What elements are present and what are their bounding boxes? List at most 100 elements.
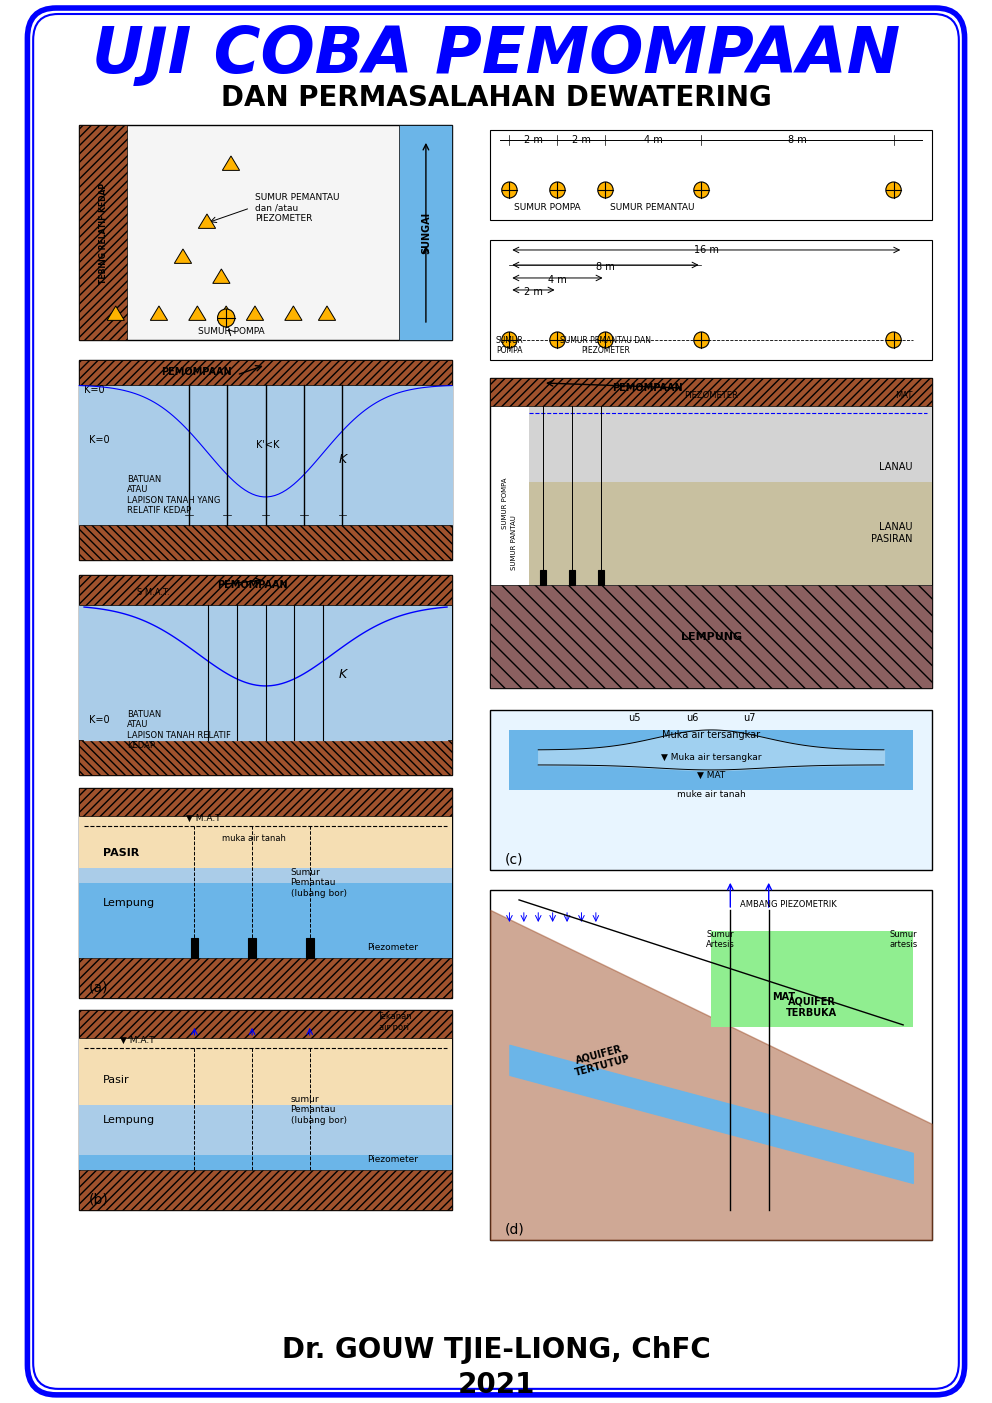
Bar [79, 739, 451, 774]
Text: Tekanan
air pori: Tekanan air pori [377, 1012, 412, 1031]
Bar [569, 570, 574, 585]
Polygon shape [222, 156, 240, 170]
Bar [490, 377, 931, 405]
Text: Lempung: Lempung [103, 898, 156, 908]
Text: SUMUR POMPA: SUMUR POMPA [514, 203, 581, 212]
Bar [306, 939, 313, 958]
Bar [79, 788, 451, 817]
Text: Sumur
artesis: Sumur artesis [889, 930, 918, 950]
Text: BATUAN
ATAU
LAPISON TANAH RELATIF
KEDAP: BATUAN ATAU LAPISON TANAH RELATIF KEDAP [127, 710, 231, 751]
Circle shape [550, 333, 565, 348]
Text: PIEZOMETER: PIEZOMETER [684, 391, 738, 400]
Text: K=0: K=0 [84, 384, 105, 396]
Text: K: K [338, 453, 346, 466]
Text: 2 m: 2 m [572, 135, 591, 145]
Text: AQUIFER
TERBUKA: AQUIFER TERBUKA [787, 996, 837, 1017]
Bar [79, 384, 451, 525]
Bar [79, 1010, 451, 1038]
Bar [79, 882, 451, 958]
Text: 2021: 2021 [457, 1371, 535, 1399]
Circle shape [886, 182, 901, 198]
Text: LANAU
PASIRAN: LANAU PASIRAN [871, 522, 913, 544]
Circle shape [693, 182, 709, 198]
Text: K: K [338, 668, 346, 682]
Bar [248, 939, 256, 958]
Polygon shape [212, 269, 230, 283]
Text: 8 m: 8 m [788, 135, 806, 145]
Text: (d): (d) [505, 1223, 525, 1237]
Text: Piezometer: Piezometer [367, 1156, 419, 1164]
Text: AMBANG PIEZOMETRIK: AMBANG PIEZOMETRIK [740, 901, 836, 909]
Bar [79, 1106, 451, 1155]
Text: 4 m: 4 m [644, 135, 663, 145]
Text: SUMUR PEMANTAU DAN
PIEZOMETER: SUMUR PEMANTAU DAN PIEZOMETER [559, 335, 651, 355]
Text: muka air tanah: muka air tanah [222, 833, 287, 843]
Circle shape [598, 333, 613, 348]
Text: MAT: MAT [896, 391, 913, 400]
Bar [79, 575, 451, 605]
Polygon shape [285, 306, 302, 320]
Text: Sumur
Pemantau
(lubang bor): Sumur Pemantau (lubang bor) [291, 868, 346, 898]
Text: TEBING RELATIF KEDAP: TEBING RELATIF KEDAP [99, 182, 108, 283]
Bar [79, 788, 451, 998]
Bar [79, 958, 451, 998]
Polygon shape [175, 248, 191, 264]
Text: UJI COBA PEMOMPAAN: UJI COBA PEMOMPAAN [92, 24, 900, 86]
Text: Piezometer: Piezometer [367, 943, 419, 953]
Text: sumur
Pemantau
(lubang bor): sumur Pemantau (lubang bor) [291, 1094, 346, 1125]
Bar [79, 361, 451, 384]
Text: Pasir: Pasir [103, 1075, 130, 1085]
Circle shape [550, 182, 565, 198]
Text: K=0: K=0 [89, 435, 109, 445]
Text: (a): (a) [89, 981, 108, 995]
Text: SUMUR POMPA: SUMUR POMPA [502, 477, 508, 529]
Polygon shape [217, 306, 235, 320]
Text: SUMUR PANTAU: SUMUR PANTAU [511, 515, 517, 571]
Text: ▼ Muka air tersangkar: ▼ Muka air tersangkar [661, 753, 761, 762]
Text: Lempung: Lempung [103, 1115, 156, 1125]
Circle shape [693, 333, 709, 348]
Circle shape [217, 309, 235, 327]
Circle shape [502, 182, 517, 198]
Text: AQUIFER
TERTUTUP: AQUIFER TERTUTUP [570, 1042, 631, 1078]
Text: MAT: MAT [773, 992, 796, 1002]
Text: SUMUR POMPA: SUMUR POMPA [197, 327, 264, 337]
Text: Sumur
Artesis: Sumur Artesis [706, 930, 735, 950]
Text: K=0: K=0 [89, 716, 109, 725]
Text: S M.A.T.: S M.A.T. [137, 588, 170, 598]
Text: K'<K: K'<K [256, 441, 280, 450]
Text: ▼ M.A.T: ▼ M.A.T [120, 1035, 154, 1045]
Bar [79, 1155, 451, 1170]
Bar [79, 605, 451, 739]
Text: LANAU: LANAU [879, 462, 913, 471]
Bar [490, 585, 931, 687]
Bar [79, 525, 451, 560]
Bar [79, 361, 451, 560]
Bar [79, 575, 451, 774]
Circle shape [598, 182, 613, 198]
Text: 2 m: 2 m [524, 288, 543, 297]
Text: u5: u5 [628, 713, 641, 723]
Text: BATUAN
ATAU
LAPISON TANAH YANG
RELATIF KEDAP: BATUAN ATAU LAPISON TANAH YANG RELATIF K… [127, 474, 220, 515]
Text: 2 m: 2 m [524, 135, 543, 145]
Text: LEMPUNG: LEMPUNG [681, 631, 742, 643]
Circle shape [502, 333, 517, 348]
Bar [490, 240, 931, 361]
Text: u7: u7 [743, 713, 756, 723]
Text: SUNGAI: SUNGAI [421, 212, 431, 254]
Text: u6: u6 [685, 713, 698, 723]
Bar [711, 932, 913, 1027]
Text: Muka air tersangkar: Muka air tersangkar [662, 730, 760, 739]
Bar [79, 817, 451, 882]
Bar [598, 570, 603, 585]
Bar [79, 1170, 451, 1209]
Text: ▼ MAT: ▼ MAT [697, 770, 725, 780]
Text: 8 m: 8 m [596, 262, 615, 272]
Bar [79, 1038, 451, 1106]
Text: 4 m: 4 m [548, 275, 566, 285]
Text: (c): (c) [505, 853, 523, 867]
Polygon shape [318, 306, 335, 320]
Text: Dr. GOUW TJIE-LIONG, ChFC: Dr. GOUW TJIE-LIONG, ChFC [282, 1336, 710, 1364]
Text: PEMOMPAAN: PEMOMPAAN [217, 579, 288, 589]
Bar [190, 939, 198, 958]
